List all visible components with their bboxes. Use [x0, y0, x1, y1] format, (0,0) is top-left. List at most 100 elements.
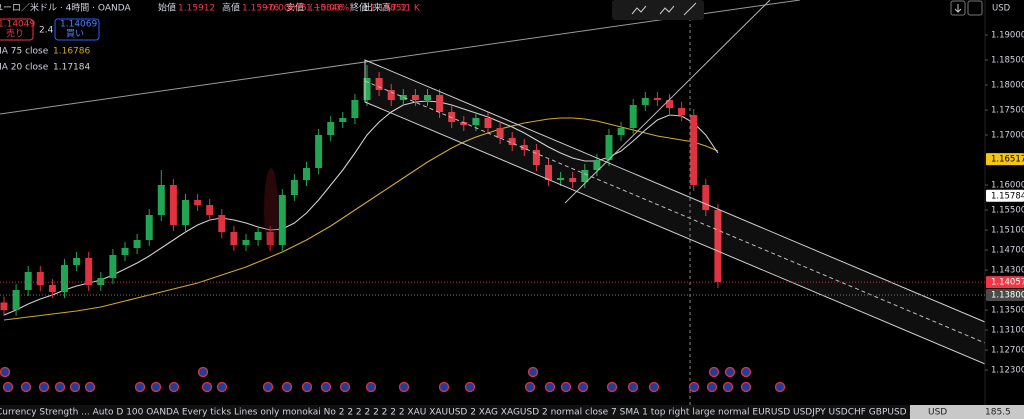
buy-label[interactable]: 買い	[66, 29, 84, 40]
tool-icon[interactable]	[683, 2, 697, 16]
sell-box[interactable]	[0, 18, 34, 41]
event-icon	[740, 366, 752, 378]
sell-button[interactable]: 1.14049 売り	[0, 18, 35, 41]
event-icon	[201, 381, 213, 393]
event-icon	[168, 381, 180, 393]
y-tick-label: 1.14300	[991, 266, 1024, 276]
ohlc-name: 終値	[350, 2, 368, 14]
candle-body	[97, 278, 105, 285]
y-tick-label: 1.13500	[991, 306, 1024, 316]
event-icon	[84, 381, 96, 393]
candle-body	[436, 95, 444, 112]
y-tick-label: 1.14700	[991, 246, 1024, 256]
candle-body	[0, 302, 8, 310]
candle-body	[690, 115, 698, 185]
ohlc-value: 1.15852	[370, 4, 407, 14]
candle-body	[73, 258, 81, 265]
candle-body	[48, 285, 56, 292]
footer-value: 185.5	[985, 408, 1011, 418]
y-tick-label: 1.15100	[991, 226, 1024, 236]
footer-currency: USD	[928, 408, 947, 418]
sell-price[interactable]: 1.14049	[0, 20, 35, 30]
settings-button[interactable]	[967, 0, 983, 16]
event-icon	[0, 366, 11, 378]
event-icon	[577, 381, 589, 393]
candle-body	[85, 258, 93, 285]
footer-text: Currency Strength ... Auto D 100 OANDA E…	[0, 408, 1024, 418]
candle-body	[24, 272, 32, 290]
event-icon	[706, 381, 718, 393]
event-icon	[438, 381, 450, 393]
ohlc-header: 始値 1.15912 高値 1.15976 安値 1.15846 終値 1.15852	[158, 2, 407, 14]
candle-body	[303, 168, 310, 180]
event-icon	[648, 381, 660, 393]
tool-icon[interactable]	[659, 5, 675, 15]
event-icon	[527, 366, 539, 378]
event-icon	[724, 366, 736, 378]
candle-body	[278, 195, 286, 245]
price-tag	[986, 276, 1024, 289]
tool-icon[interactable]	[631, 5, 647, 15]
candle-body	[157, 185, 165, 215]
event-icon	[627, 381, 639, 393]
y-tick-label: 1.18000	[991, 81, 1024, 91]
buy-box[interactable]	[54, 18, 100, 41]
candle-body	[520, 145, 528, 150]
candle-body	[351, 100, 359, 118]
legend: MA 75 close 1.16786 MA 20 close 1.17184	[0, 47, 90, 73]
candle-body	[557, 178, 565, 180]
candle-body	[484, 118, 492, 128]
event-icon	[524, 381, 536, 393]
candle-body	[678, 108, 686, 115]
candle-body	[242, 240, 250, 245]
candle-body	[266, 232, 274, 245]
volume-label: 出来高	[364, 2, 391, 14]
candle-body	[375, 78, 383, 90]
event-icon	[398, 381, 410, 393]
candle-body	[206, 205, 214, 215]
scroll-icon[interactable]	[954, 4, 962, 13]
candle-body	[496, 128, 504, 138]
buy-price[interactable]: 1.14069	[60, 20, 97, 30]
ma-line	[3, 117, 719, 321]
candle-body	[411, 95, 419, 100]
event-icon	[688, 381, 700, 393]
event-icon	[560, 381, 572, 393]
price-tag	[986, 289, 1024, 301]
candle-body	[230, 232, 238, 245]
sell-label[interactable]: 売り	[6, 28, 24, 40]
candle-body	[339, 118, 347, 122]
event-icon	[320, 381, 332, 393]
y-tick-label: 1.18500	[991, 56, 1024, 66]
candle-body	[653, 98, 661, 100]
y-tick-label: 1.13100	[991, 326, 1024, 336]
price-tag-label: 1.14057	[991, 278, 1024, 288]
event-icon	[740, 381, 752, 393]
event-icon	[20, 381, 32, 393]
scroll-button[interactable]	[950, 0, 966, 16]
trend-line	[564, 0, 771, 204]
candle-body	[254, 232, 262, 240]
candle-body	[641, 98, 649, 105]
candle-body	[133, 240, 141, 248]
plot-area	[0, 65, 722, 321]
legend-value: 1.16786	[53, 47, 90, 57]
y-tick-label: 1.12300	[991, 366, 1024, 376]
currency[interactable]: USD	[992, 4, 1011, 14]
candle-body	[532, 150, 540, 165]
candle-body	[61, 265, 68, 292]
events	[0, 366, 786, 393]
candle-body	[315, 135, 323, 168]
legend-name: MA 20 close	[0, 63, 49, 73]
toolbar[interactable]	[612, 0, 704, 20]
ohlc-name: 高値	[222, 2, 240, 14]
buy-button[interactable]: 1.14069 買い	[54, 18, 100, 41]
candle-body	[12, 290, 20, 310]
event-icon	[722, 381, 734, 393]
candle-body	[666, 100, 673, 108]
candle-body	[363, 78, 371, 100]
candle-body	[109, 255, 117, 278]
price-tag-label: 1.15784	[991, 191, 1024, 201]
candle-body	[545, 165, 552, 180]
event-icon	[197, 366, 209, 378]
